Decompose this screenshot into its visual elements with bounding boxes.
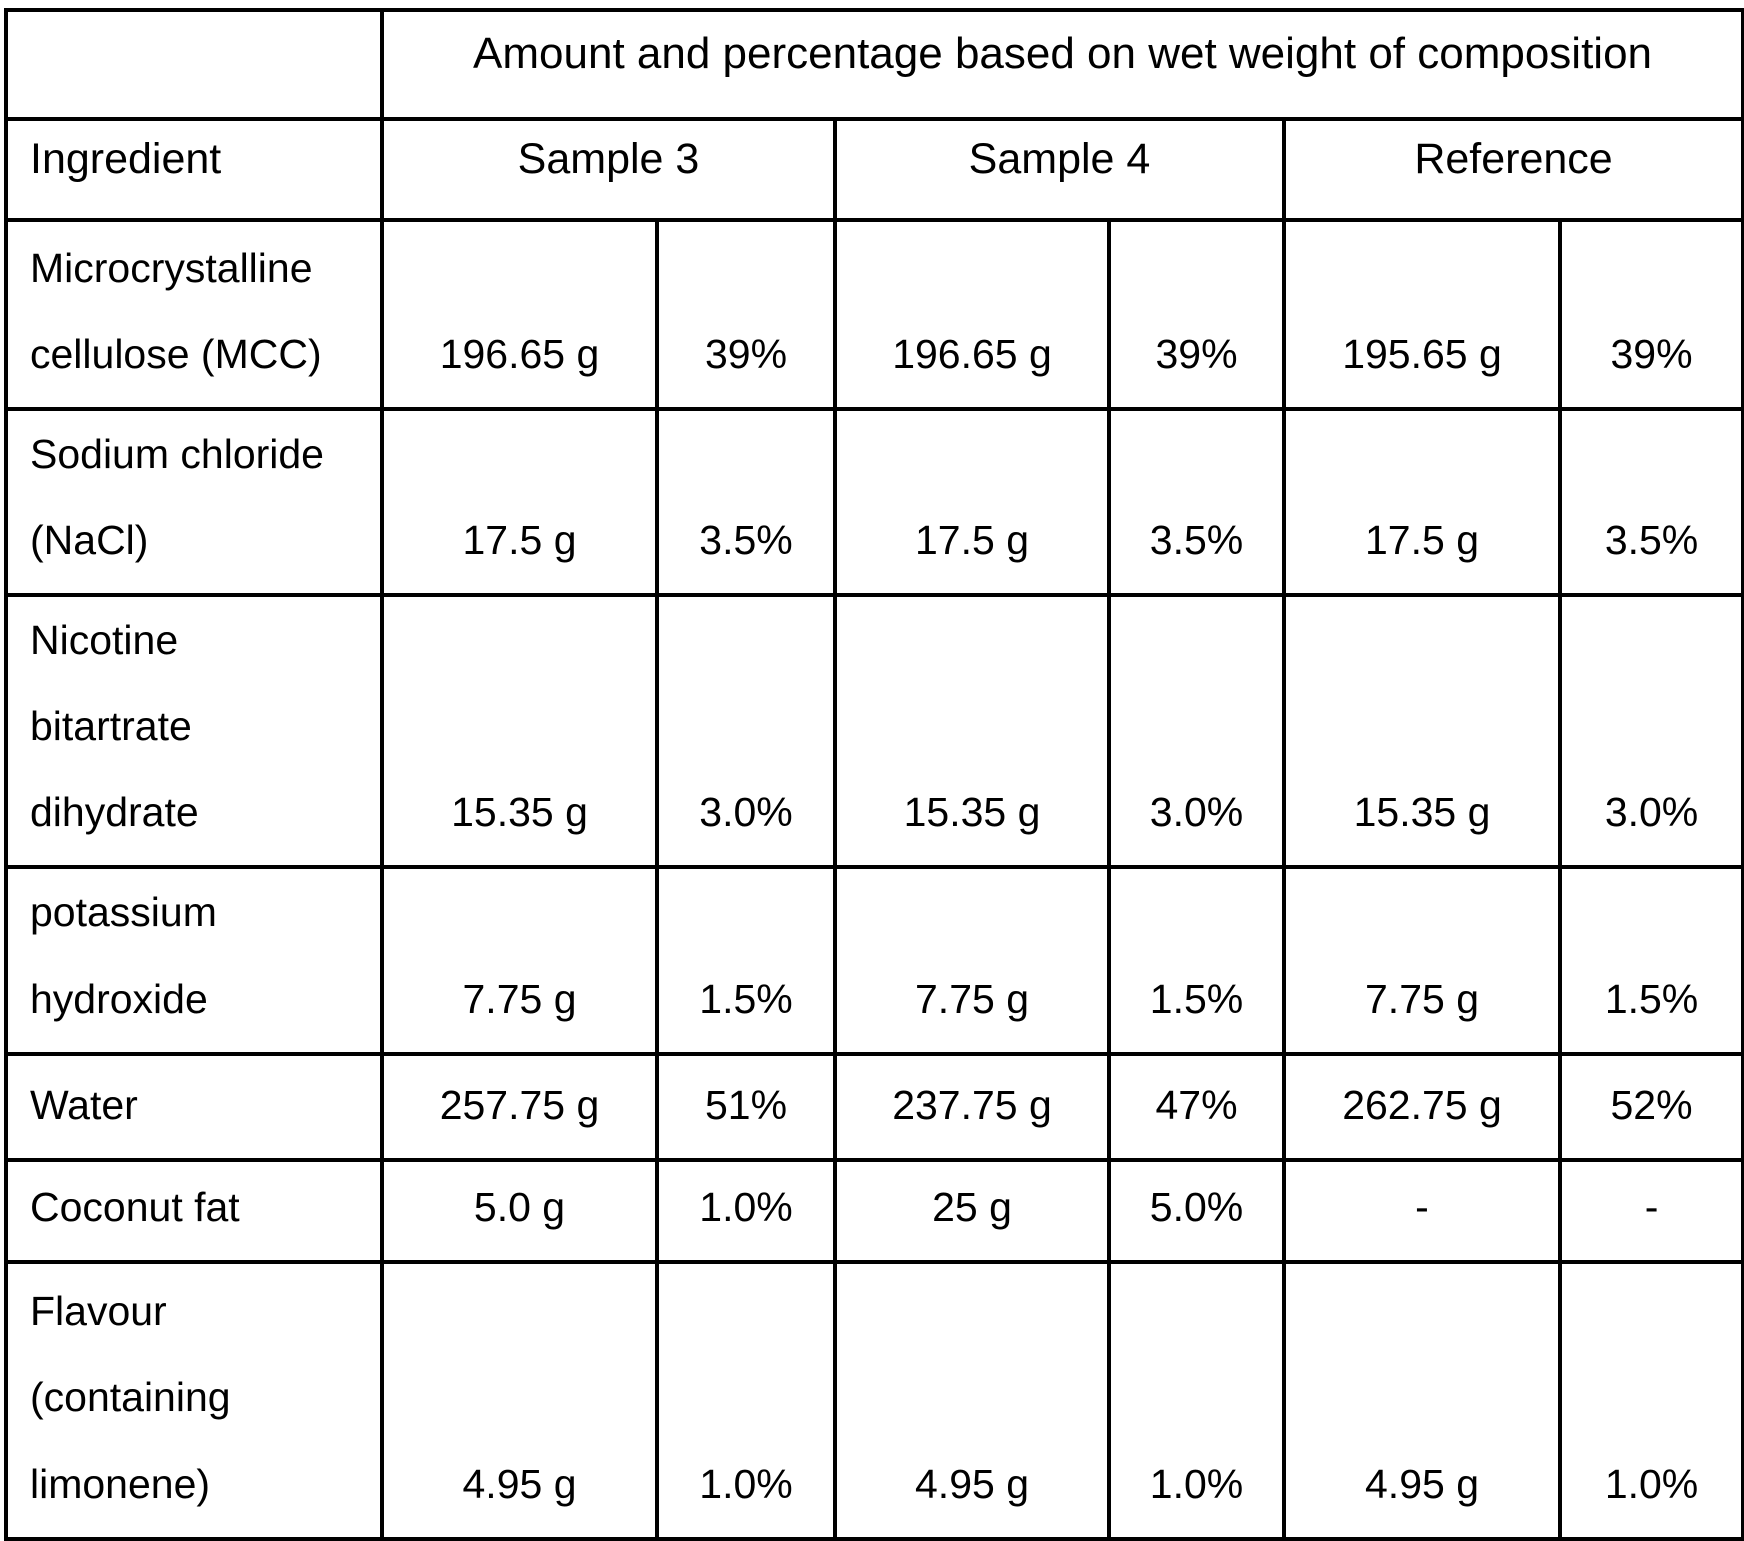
percent-cell: - [1557,1157,1744,1264]
table-row: Coconut fat 5.0 g 1.0% 25 g 5.0% - - [4,1157,1744,1264]
percent-cell: 1.5% [1557,865,1744,1056]
amount-cell: 5.0 g [380,1157,659,1264]
amount-cell: 15.35 g [833,593,1111,870]
sample-3-header: Sample 3 [380,117,837,222]
amount-cell: 15.35 g [380,593,659,870]
amount-cell: 17.5 g [380,406,659,598]
amount-cell: 237.75 g [833,1051,1111,1162]
table-row: Amount and percentage based on wet weigh… [4,8,1744,121]
table-row: potassium hydroxide 7.75 g 1.5% 7.75 g 1… [4,865,1744,1056]
table-row: Ingredient Sample 3 Sample 4 Reference [4,117,1744,222]
percent-cell: 5.0% [1107,1157,1286,1264]
empty-corner-cell [4,8,384,121]
percent-cell: 39% [1107,218,1286,411]
ingredient-cell: potassium hydroxide [4,865,384,1056]
amount-cell: 4.95 g [1282,1259,1562,1541]
percent-cell: 3.0% [1557,593,1744,870]
percent-cell: 47% [1107,1051,1286,1162]
percent-cell: 51% [655,1051,837,1162]
ingredient-cell: Flavour (containing limonene) [4,1259,384,1541]
ingredient-cell: Coconut fat [4,1157,384,1264]
percent-cell: 3.0% [655,593,837,870]
table-row: Water 257.75 g 51% 237.75 g 47% 262.75 g… [4,1051,1744,1162]
ingredient-column-header: Ingredient [4,117,384,222]
percent-cell: 1.5% [655,865,837,1056]
table-row: Microcrystalline cellulose (MCC) 196.65 … [4,218,1744,411]
percent-cell: 3.5% [1557,406,1744,598]
amount-cell: 7.75 g [1282,865,1562,1056]
amount-cell: 7.75 g [380,865,659,1056]
table-row: Sodium chloride (NaCl) 17.5 g 3.5% 17.5 … [4,406,1744,598]
reference-header: Reference [1281,117,1744,222]
amount-cell: 15.35 g [1282,593,1562,870]
sample-4-header: Sample 4 [833,117,1286,222]
composition-table: Amount and percentage based on wet weigh… [4,8,1744,1541]
table-row: Nicotine bitartrate dihydrate 15.35 g 3.… [4,593,1744,870]
amount-cell: - [1282,1157,1562,1264]
percent-cell: 39% [655,218,837,411]
amount-cell: 262.75 g [1282,1051,1562,1162]
amount-cell: 196.65 g [380,218,659,411]
amount-cell: 17.5 g [1282,406,1562,598]
table-title: Amount and percentage based on wet weigh… [379,8,1744,121]
amount-cell: 7.75 g [833,865,1111,1056]
percent-cell: 1.0% [1107,1259,1286,1541]
percent-cell: 1.5% [1107,865,1286,1056]
amount-cell: 257.75 g [380,1051,659,1162]
amount-cell: 25 g [833,1157,1111,1264]
ingredient-cell: Water [4,1051,384,1162]
ingredient-cell: Microcrystalline cellulose (MCC) [4,218,384,411]
percent-cell: 1.0% [655,1157,837,1264]
percent-cell: 1.0% [1557,1259,1744,1541]
percent-cell: 3.0% [1107,593,1286,870]
percent-cell: 52% [1557,1051,1744,1162]
ingredient-cell: Nicotine bitartrate dihydrate [4,593,384,870]
table-row: Flavour (containing limonene) 4.95 g 1.0… [4,1259,1744,1541]
amount-cell: 4.95 g [833,1259,1111,1541]
percent-cell: 39% [1557,218,1744,411]
ingredient-cell: Sodium chloride (NaCl) [4,406,384,598]
amount-cell: 195.65 g [1282,218,1562,411]
percent-cell: 3.5% [655,406,837,598]
percent-cell: 1.0% [655,1259,837,1541]
percent-cell: 3.5% [1107,406,1286,598]
amount-cell: 196.65 g [833,218,1111,411]
amount-cell: 17.5 g [833,406,1111,598]
amount-cell: 4.95 g [380,1259,659,1541]
